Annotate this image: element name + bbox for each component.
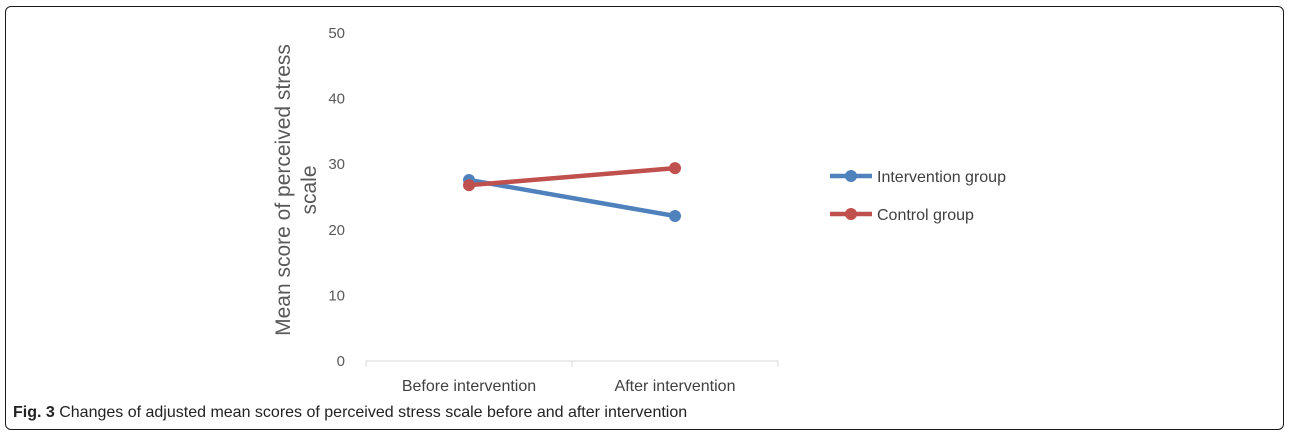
- y-tick-label: 30: [328, 156, 345, 173]
- series-line: [466, 165, 678, 188]
- y-tick-label: 20: [328, 222, 345, 239]
- legend-marker: [845, 208, 857, 220]
- legend-label: Control group: [877, 207, 974, 224]
- y-tick-label: 40: [328, 91, 345, 108]
- x-axis: [365, 360, 779, 367]
- data-point: [669, 210, 681, 223]
- line-chart: Mean score of perceived stress scale 0 10…: [272, 25, 1006, 395]
- data-point: [463, 179, 475, 192]
- y-axis-label-line-2: scale: [298, 165, 321, 214]
- y-axis-label-line-1: Mean score of perceived stress: [272, 44, 295, 336]
- x-category-label: Before intervention: [402, 378, 536, 395]
- series-group: [463, 162, 681, 223]
- legend-label: Intervention group: [877, 169, 1006, 186]
- caption-text: Changes of adjusted mean scores of perce…: [54, 404, 688, 421]
- legend: Intervention group Control group: [830, 169, 1006, 224]
- legend-marker: [845, 170, 857, 182]
- figure-caption: Fig. 3 Changes of adjusted mean scores o…: [13, 404, 687, 422]
- y-tick-label: 0: [337, 353, 345, 370]
- y-axis-label-group: Mean score of perceived stress scale: [272, 44, 321, 336]
- series-line: [466, 177, 678, 219]
- figure-frame: [5, 6, 1284, 430]
- y-tick-label: 50: [328, 25, 345, 42]
- y-tick-label: 10: [328, 287, 345, 304]
- y-axis-ticks: 0 10 20 30 40 50: [328, 25, 345, 370]
- caption-label: Fig. 3: [13, 404, 55, 421]
- x-category-label: After intervention: [615, 378, 736, 395]
- x-axis-categories: Before intervention After intervention: [402, 378, 736, 395]
- data-point: [669, 162, 681, 175]
